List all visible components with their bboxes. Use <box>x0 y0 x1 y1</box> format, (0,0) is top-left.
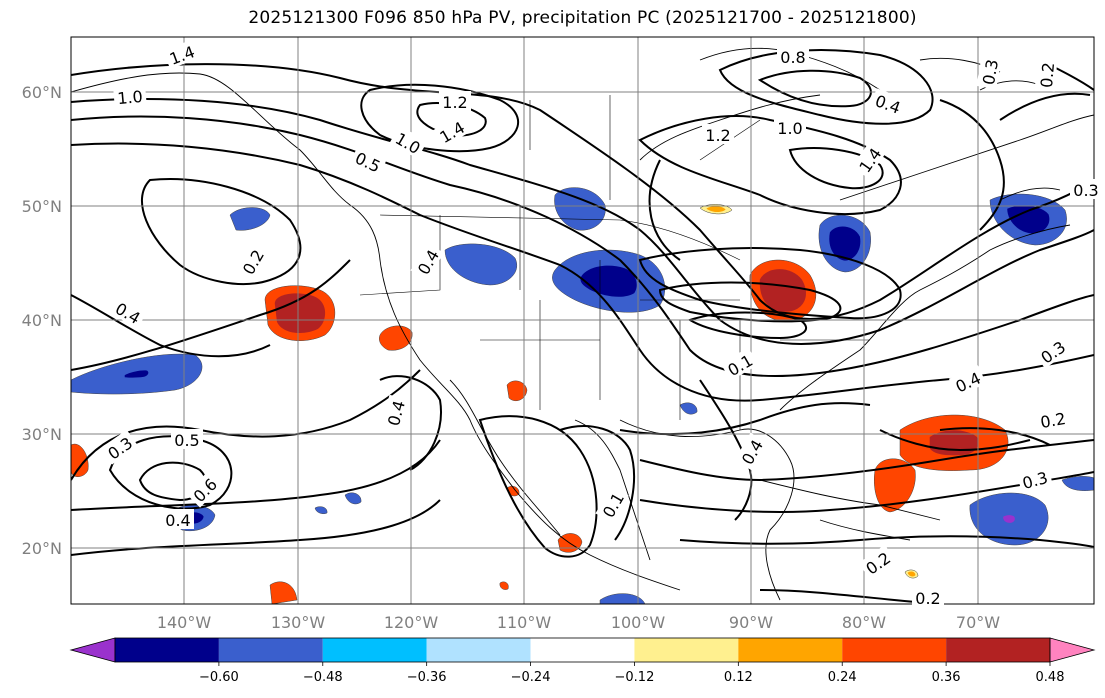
precip-area <box>679 402 698 415</box>
colorbar-extend-max <box>1049 637 1096 663</box>
colorbar: −0.60 −0.48 −0.36 −0.24 −0.12 0.12 0.24 0.36 0.4… <box>69 637 1096 685</box>
lat-axis: 60°N 50°N 40°N 30°N 20°N <box>22 83 62 558</box>
colorbar-tick-label: −0.12 <box>615 670 655 685</box>
precip-area <box>818 214 871 273</box>
precip-area <box>269 581 298 604</box>
lon-tick-label: 100°W <box>611 613 666 632</box>
contour-label: 1.2 <box>442 93 467 112</box>
colorbar-tick-label: −0.60 <box>199 670 239 685</box>
precip-area <box>506 380 528 401</box>
lon-tick-label: 90°W <box>729 613 773 632</box>
contour-label: 0.2 <box>915 589 940 608</box>
precip-area <box>314 506 328 515</box>
colorbar-tick-label: −0.48 <box>303 670 343 685</box>
precip-area <box>969 492 1049 546</box>
contour-label: 0.2 <box>1039 409 1067 432</box>
contour-label: 0.2 <box>1037 62 1058 89</box>
contour-label: 1.2 <box>705 126 730 145</box>
colorbar-tick-label: 0.36 <box>932 670 961 685</box>
colorbar-tick-label: 0.48 <box>1036 670 1065 685</box>
precip-area <box>379 325 413 351</box>
political-borders <box>359 95 870 430</box>
precip-area <box>699 204 733 215</box>
lon-tick-label: 120°W <box>384 613 439 632</box>
contour-label: 0.4 <box>165 511 190 530</box>
colorbar-extend-min <box>69 637 116 663</box>
colorbar-box <box>115 638 219 662</box>
colorbar-box <box>946 638 1050 662</box>
lat-tick-label: 60°N <box>22 83 62 102</box>
contour-label: 1.0 <box>777 119 802 138</box>
precip-area <box>444 243 517 286</box>
contour-label: 0.3 <box>979 58 1002 86</box>
contour-label: 0.5 <box>174 431 199 450</box>
colorbar-tick-label: 0.12 <box>724 670 753 685</box>
colorbar-box <box>634 638 739 662</box>
colorbar-tick-label: 0.24 <box>828 670 857 685</box>
lat-tick-label: 40°N <box>22 311 62 330</box>
colorbar-tick-label: −0.24 <box>511 670 551 685</box>
lon-tick-label: 80°W <box>842 613 886 632</box>
map-frame <box>70 36 1095 605</box>
colorbar-box <box>426 638 531 662</box>
lat-tick-label: 30°N <box>22 425 62 444</box>
contour-label: 0.8 <box>780 48 805 67</box>
precip-area <box>344 492 362 505</box>
colorbar-box <box>218 638 323 662</box>
map-title: 2025121300 F096 850 hPa PV, precipitatio… <box>248 8 917 28</box>
colorbar-box <box>842 638 947 662</box>
precip-area <box>989 193 1067 246</box>
precip-area <box>264 285 336 341</box>
lat-tick-label: 50°N <box>22 197 62 216</box>
colorbar-box <box>322 638 427 662</box>
precip-area <box>71 443 89 477</box>
lon-tick-label: 110°W <box>497 613 552 632</box>
precip-area <box>904 569 919 579</box>
colorbar-box <box>530 638 635 662</box>
lon-tick-label: 140°W <box>157 613 212 632</box>
colorbar-tick-label: −0.36 <box>407 670 447 685</box>
lon-tick-label: 70°W <box>956 613 1000 632</box>
precip-area <box>1061 476 1094 491</box>
precip-area <box>499 581 509 590</box>
precip-area <box>599 593 646 604</box>
lon-tick-label: 130°W <box>271 613 326 632</box>
precip-area <box>71 353 203 395</box>
precip-area <box>874 458 916 513</box>
contour-label: 1.0 <box>117 87 144 108</box>
lat-tick-label: 20°N <box>22 539 62 558</box>
colorbar-box <box>738 638 843 662</box>
lon-axis: 140°W 130°W 120°W 110°W 100°W 90°W 80°W 70°W <box>157 613 1000 632</box>
precip-area <box>229 207 271 231</box>
graticule <box>71 37 1094 604</box>
contour-label: 0.3 <box>1073 181 1098 200</box>
